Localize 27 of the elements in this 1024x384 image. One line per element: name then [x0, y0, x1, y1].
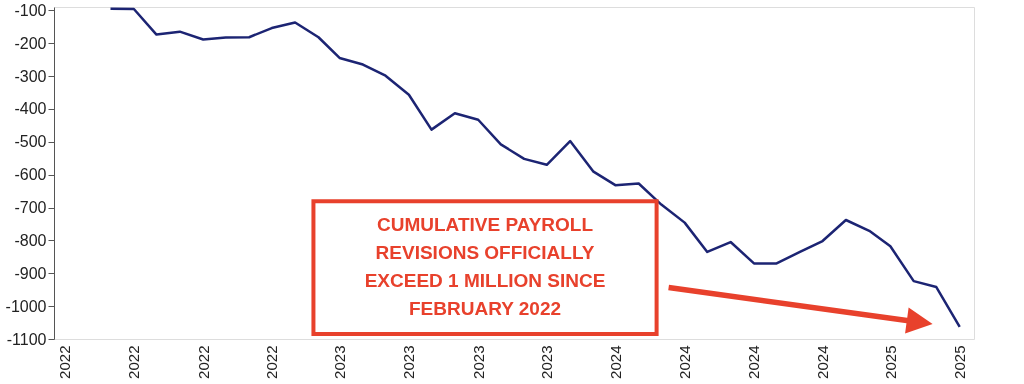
- x-tick-label: 2023: [538, 345, 556, 379]
- y-tick-label: -200: [14, 34, 47, 52]
- x-tick-label: 2025: [881, 345, 899, 379]
- y-tick-label: -900: [14, 264, 47, 282]
- y-tick-label: -500: [14, 133, 47, 151]
- annotation: CUMULATIVE PAYROLL REVISIONS OFFICIALLY EXCEED 1 MILLION SINCE FEBRUARY 2022: [364, 213, 606, 319]
- x-tick-label: 2022: [56, 345, 74, 379]
- x-tick-label: 2024: [606, 345, 624, 379]
- x-tick-label: 2025: [951, 345, 969, 379]
- y-tick-label: -100: [14, 1, 47, 19]
- y-tick-label: -400: [14, 100, 47, 118]
- y-tick-label: -300: [14, 67, 47, 85]
- y-tick-label: -800: [14, 231, 47, 249]
- x-tick-label: 2024: [745, 345, 763, 379]
- x-tick-label: 2023: [331, 345, 349, 379]
- x-tick-label: 2023: [400, 345, 418, 379]
- y-tick-label: -1000: [5, 297, 47, 315]
- line-series: [109, 7, 961, 329]
- x-tick-label: 2022: [194, 345, 212, 379]
- x-tick-label: 2022: [263, 345, 281, 379]
- y-tick-label: -600: [14, 166, 47, 184]
- x-tick-label: 2024: [814, 345, 832, 379]
- x-tick-label: 2022: [125, 345, 143, 379]
- x-tick-label: 2023: [469, 345, 487, 379]
- x-tick-label: 2024: [676, 345, 694, 379]
- y-tick-label: -700: [14, 199, 47, 217]
- y-tick-label: -1100: [6, 330, 47, 348]
